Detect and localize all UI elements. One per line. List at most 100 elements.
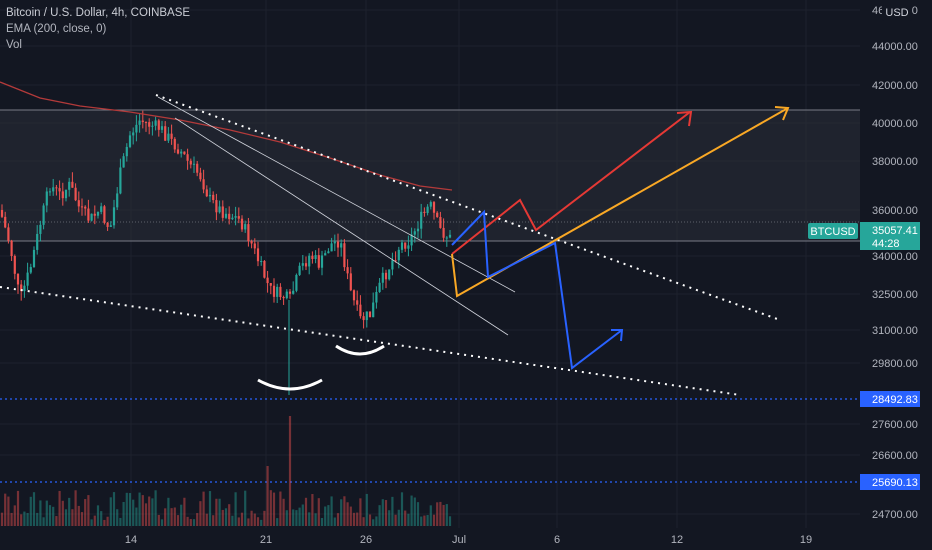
candle-body	[80, 206, 84, 208]
volume-bar	[13, 505, 16, 526]
volume-bar	[186, 516, 189, 526]
volume-bar	[61, 500, 64, 526]
candle-body	[391, 260, 394, 270]
candle-body	[372, 302, 375, 318]
volume-bar	[84, 499, 87, 526]
candle-body	[311, 255, 314, 260]
candle-body	[36, 233, 39, 250]
volume-bar	[244, 490, 247, 526]
red-projection-path	[451, 111, 691, 255]
volume-bar	[160, 519, 164, 526]
candle-body	[276, 286, 279, 297]
currency-button[interactable]: USD	[882, 5, 912, 21]
volume-bar	[397, 509, 400, 526]
candle-body	[397, 249, 400, 261]
candle-body	[112, 207, 116, 226]
price-tag-28492-value: 28492.83	[872, 394, 918, 406]
volume-bar	[378, 505, 381, 526]
candle-body	[160, 126, 164, 130]
volume-bar	[74, 490, 77, 526]
candle-body	[292, 290, 295, 294]
double-bottom-marker-2	[335, 344, 385, 356]
candle-body	[333, 241, 336, 244]
volume-bar	[362, 517, 365, 526]
volume-bar	[231, 515, 234, 526]
candle-body	[7, 227, 10, 241]
volume-bar	[154, 490, 157, 526]
candle-body	[240, 218, 244, 230]
candle-body	[308, 255, 311, 267]
volume-bar	[375, 516, 378, 526]
price-tick-label: 31000.00	[872, 325, 918, 337]
volume-indicator-label[interactable]: Vol	[6, 39, 22, 51]
candle-body	[74, 187, 77, 201]
candle-body	[346, 267, 349, 274]
volume-bar	[295, 510, 298, 526]
candle-body	[416, 228, 420, 232]
volume-bar	[381, 499, 384, 526]
price-axis[interactable]: 46000.0044000.0042000.0040000.0038000.00…	[872, 5, 918, 521]
volume-bar	[279, 491, 282, 526]
volume-bar	[52, 506, 55, 526]
volume-bar	[180, 504, 183, 526]
volume-bar	[32, 492, 36, 526]
candle-body	[20, 284, 23, 292]
volume-bars	[0, 416, 452, 526]
candle-body	[96, 211, 100, 216]
volume-bar	[23, 511, 26, 526]
volume-bar	[45, 500, 48, 526]
price-tick-label: 38000.00	[872, 156, 918, 168]
price-tag-value: 35057.41	[872, 225, 918, 237]
candle-body	[138, 120, 141, 125]
volume-bar	[173, 507, 176, 526]
volume-bar	[164, 508, 167, 526]
volume-bar	[7, 496, 10, 526]
candle-body	[410, 234, 413, 246]
candle-body	[314, 255, 317, 260]
candle-body	[26, 272, 29, 286]
volume-bar	[439, 501, 442, 526]
ema-indicator-label[interactable]: EMA (200, close, 0)	[6, 23, 107, 35]
red-arrow-head	[676, 110, 693, 127]
volume-bar	[368, 514, 372, 526]
candle-body	[445, 237, 448, 239]
candle-body	[266, 277, 269, 284]
volume-bar	[285, 510, 288, 526]
volume-bar	[272, 492, 276, 526]
volume-bar	[144, 503, 148, 526]
candle-body	[301, 263, 304, 266]
candle-body	[154, 120, 157, 126]
candle-body	[221, 206, 224, 218]
volume-bar	[256, 517, 260, 526]
volume-bar	[224, 508, 228, 526]
volume-bar	[26, 513, 29, 526]
price-tag-28492: 28492.83	[860, 391, 920, 407]
volume-bar	[48, 505, 52, 526]
volume-bar	[253, 513, 256, 526]
volume-bar	[365, 493, 368, 526]
candle-body	[224, 213, 228, 218]
candle-body	[93, 213, 96, 216]
time-tick-label: 19	[800, 534, 812, 546]
candle-body	[436, 212, 439, 217]
price-tag-countdown: 44:28	[872, 238, 900, 250]
volume-bar	[109, 497, 112, 526]
candle-body	[234, 216, 237, 218]
volume-bar	[42, 517, 45, 526]
candle-body	[202, 179, 205, 190]
candle-body	[183, 151, 186, 155]
volume-bar	[196, 513, 199, 526]
volume-bar	[394, 514, 397, 526]
time-axis[interactable]: 14 21 26 Jul 6 12 19	[125, 534, 812, 546]
volume-bar	[448, 516, 452, 526]
candle-body	[39, 224, 42, 234]
candle-body	[375, 291, 378, 303]
time-tick-label: 26	[360, 534, 372, 546]
volume-bar	[148, 496, 151, 526]
volume-bar	[240, 512, 244, 526]
descending-support-line	[0, 286, 741, 396]
volume-bar	[314, 513, 317, 526]
double-bottom-marker-1	[257, 378, 323, 391]
candle-body	[144, 122, 148, 124]
